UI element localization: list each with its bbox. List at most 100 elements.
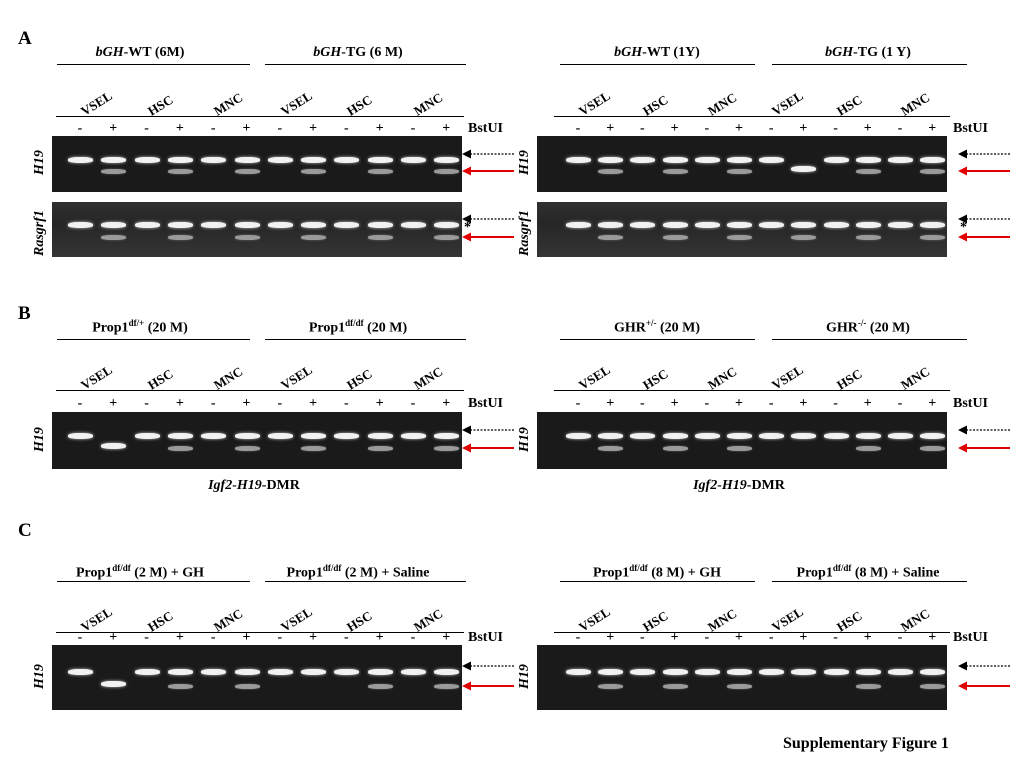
group-header-text: GHR bbox=[613, 320, 646, 336]
gel-band-unmethylated bbox=[301, 169, 327, 174]
group-header-gene: bGH bbox=[95, 45, 124, 60]
gel-band-methylated bbox=[598, 433, 624, 439]
gel-band-unmethylated bbox=[791, 235, 817, 240]
lane-sign-plus: + bbox=[606, 630, 615, 645]
cell-underline bbox=[747, 390, 822, 391]
lane-sign-plus: + bbox=[799, 630, 808, 645]
cell-underline bbox=[189, 632, 265, 633]
enzyme-label: BstUI bbox=[953, 630, 989, 645]
gel-band-methylated bbox=[401, 157, 426, 163]
gel-band-methylated bbox=[234, 157, 260, 163]
group-underline bbox=[772, 64, 967, 65]
gel-band-methylated bbox=[598, 222, 624, 228]
gel-band-methylated bbox=[727, 157, 752, 163]
gel-band-unmethylated bbox=[434, 684, 460, 689]
lane-sign-plus: + bbox=[175, 630, 184, 645]
gel-band-unmethylated bbox=[791, 166, 817, 172]
group-header-gene: bGH bbox=[825, 45, 854, 60]
gel-band-methylated bbox=[68, 157, 93, 163]
gel-band-unmethylated bbox=[367, 235, 393, 240]
lane-sign-plus: + bbox=[242, 396, 251, 411]
gene-label: H19 bbox=[32, 663, 47, 689]
cell-underline bbox=[682, 390, 757, 391]
region-label-suffix: -DMR bbox=[746, 478, 785, 493]
lane-sign-minus: - bbox=[144, 396, 149, 411]
gel-band-unmethylated bbox=[167, 446, 193, 451]
lane-sign-plus: + bbox=[670, 630, 679, 645]
gel-band-methylated bbox=[367, 157, 393, 163]
lane-sign-minus: - bbox=[277, 121, 283, 136]
lane-sign-minus: - bbox=[833, 396, 838, 411]
lane-sign-plus: + bbox=[175, 396, 184, 411]
lane-sign-minus: - bbox=[277, 396, 283, 411]
group-header-text: Prop1 bbox=[286, 565, 323, 581]
lane-sign-plus: + bbox=[863, 121, 872, 136]
gel-band-methylated bbox=[566, 157, 591, 163]
panel-label-a: A bbox=[18, 28, 32, 49]
cell-underline bbox=[189, 116, 265, 117]
gel-band-unmethylated bbox=[434, 446, 460, 451]
gel-band-methylated bbox=[727, 669, 752, 675]
gel-band-methylated bbox=[920, 157, 946, 163]
gel-band-methylated bbox=[101, 222, 127, 228]
gel-band-unmethylated bbox=[367, 684, 393, 689]
lane-sign-minus: - bbox=[768, 121, 774, 136]
gel-band-methylated bbox=[267, 157, 293, 163]
cell-underline bbox=[811, 116, 886, 117]
gene-label: H19 bbox=[517, 150, 532, 176]
gel-band-methylated bbox=[434, 157, 460, 163]
gel-band-unmethylated bbox=[727, 684, 752, 689]
lane-sign-minus: - bbox=[575, 121, 581, 136]
cell-underline bbox=[618, 390, 693, 391]
lane-sign-minus: - bbox=[640, 630, 645, 645]
gel-band-methylated bbox=[823, 157, 849, 163]
gel-band-methylated bbox=[301, 669, 327, 675]
gel-band-unmethylated bbox=[662, 235, 688, 240]
cell-underline bbox=[876, 632, 951, 633]
gel-band-methylated bbox=[401, 433, 426, 439]
cell-type-label: VSEL bbox=[78, 361, 115, 393]
group-header: Prop1df/df (2 M) + Saline bbox=[287, 563, 430, 582]
lane-sign-plus: + bbox=[670, 396, 679, 411]
gel-band-unmethylated bbox=[727, 446, 752, 451]
gel-band-unmethylated bbox=[920, 446, 946, 451]
gel-band-unmethylated bbox=[234, 235, 260, 240]
group-underline bbox=[560, 339, 755, 340]
unmethylated-arrow-icon bbox=[462, 443, 514, 453]
group-header-gene: bGH bbox=[313, 45, 342, 60]
enzyme-label: BstUI bbox=[953, 396, 989, 411]
gel-band-methylated bbox=[167, 433, 193, 439]
gel-band-unmethylated bbox=[727, 235, 752, 240]
lane-sign-plus: + bbox=[928, 630, 937, 645]
lane-sign-minus: - bbox=[210, 121, 216, 136]
enzyme-label: BstUI bbox=[468, 630, 504, 645]
group-underline bbox=[265, 339, 466, 340]
lane-sign-plus: + bbox=[606, 396, 615, 411]
gel-band-methylated bbox=[434, 669, 460, 675]
panel-label-b: B bbox=[18, 303, 31, 324]
group-header-genotype: +/- bbox=[645, 318, 657, 328]
lane-sign-minus: - bbox=[768, 630, 774, 645]
group-header: Prop1df/df (20 M) bbox=[309, 318, 407, 337]
enzyme-label: BstUI bbox=[468, 396, 504, 411]
gel-band-unmethylated bbox=[234, 684, 260, 689]
group-header: Prop1df/df (2 M) + GH bbox=[76, 563, 204, 582]
gel-band-unmethylated bbox=[167, 169, 193, 174]
gel-band-unmethylated bbox=[234, 446, 260, 451]
group-header-age: (2 M) + Saline bbox=[341, 565, 430, 581]
gel-band-methylated bbox=[759, 157, 785, 163]
gel-band-methylated bbox=[694, 669, 720, 675]
gel-band-methylated bbox=[301, 222, 327, 228]
gel-band-methylated bbox=[662, 433, 688, 439]
methylated-arrow-icon bbox=[958, 214, 1010, 224]
group-header: Prop1df/+ (20 M) bbox=[92, 318, 188, 337]
gel-band-methylated bbox=[759, 222, 785, 228]
group-header: GHR+/- (20 M) bbox=[614, 318, 700, 337]
methylated-arrow-icon bbox=[462, 149, 514, 159]
cell-underline bbox=[876, 390, 951, 391]
lane-sign-minus: - bbox=[144, 121, 149, 136]
group-header-text: -WT (6M) bbox=[123, 45, 185, 60]
lane-sign-plus: + bbox=[670, 121, 679, 136]
group-header-genotype: df/df bbox=[112, 563, 131, 573]
